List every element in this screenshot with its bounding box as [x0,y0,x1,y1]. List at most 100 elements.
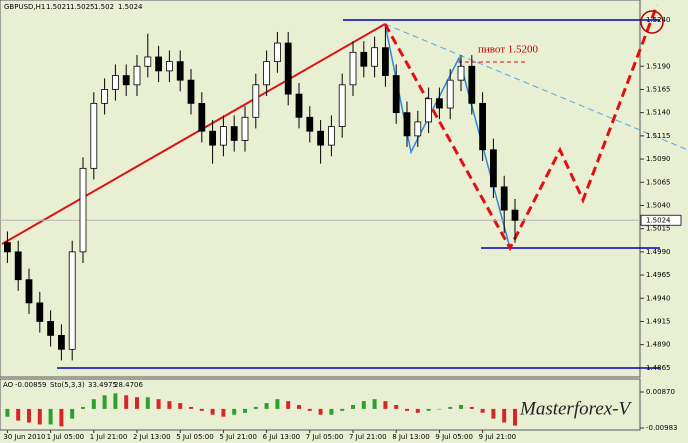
y-tick-label: 1.5090 [646,155,671,163]
candle-body [209,130,217,146]
x-tick-label: 5 Jul 21:00 [219,433,257,441]
ao-bar [81,406,85,409]
trend-line [1,23,386,245]
candle-body [230,126,238,141]
candle-body [263,61,271,86]
y-tick-label: 1.5165 [646,85,671,93]
x-tick-label: 2 Jul 13:00 [133,433,171,441]
x-tick-label: 30 Jun 2010 [3,433,45,441]
y-tick-label: 1.4890 [646,341,671,349]
ao-bar [37,408,42,425]
price-label: 1.5024 [646,216,671,224]
ao-bar [394,405,399,409]
candle-body [273,42,281,63]
ao-bar [253,406,258,409]
ao-bar [221,408,226,417]
ao-bar [297,405,301,409]
candle-body [122,75,130,86]
candle-body [360,51,368,67]
y-tick-label: 1.4965 [646,271,671,279]
candle-body [144,56,152,67]
ao-bar [113,393,118,409]
ao-bar [307,408,312,411]
ao-bar [124,395,129,409]
header-price: 1.502 [94,3,114,11]
candle-body [4,242,11,253]
x-tick-label: 1 Jul 05:00 [47,433,85,441]
candle-body [58,334,65,350]
candle-body [371,47,379,67]
candle-body [306,116,314,132]
x-tick-label: 5 Jul 05:00 [176,433,214,441]
ao-bar [340,408,345,411]
ao-bar [167,401,172,409]
forecast-line [383,4,659,252]
ao-bar [415,408,420,413]
candle-body [479,102,487,151]
candle-body [468,65,476,104]
y-tick-label: 1.4915 [646,317,671,325]
y-tick-label: 1.4940 [646,294,671,302]
candle-body [457,65,465,81]
y-tick-label: 1.5065 [646,178,671,186]
y-tick-label: 1.4865 [646,364,671,372]
candle-body [511,209,519,221]
y2-tick-label: 0.00870 [646,388,675,396]
header-price: 1.5024 [118,3,143,11]
candle-body [101,89,108,104]
ao-bar [5,408,10,417]
candle-body [435,98,443,109]
candle-body [219,126,227,146]
candle-body [349,51,357,86]
ao-bar [135,397,139,409]
x-tick-label: 9 Jul 21:00 [479,433,517,441]
y-tick-label: 1.5140 [646,109,671,117]
candle-body [241,116,249,141]
candle-body [176,61,184,81]
ao-bar [502,408,507,423]
header-price: 1.5021 [46,3,71,11]
ao-bar [210,408,215,415]
candle-body [489,149,497,188]
ao-bar [469,406,474,409]
candle-body [338,84,346,127]
ao-bar [59,408,64,427]
ao-bar [459,405,463,409]
ao-bar [145,397,150,409]
ao-bar [232,408,237,415]
ao-bar [27,408,31,423]
ao-bar [199,408,204,411]
drawings [1,4,688,369]
ao-bar [275,399,280,409]
candle-body [198,102,206,132]
ao-bar [513,408,517,426]
sto-label: Sto(5,3,3) [50,381,85,389]
ao-bar [16,408,21,421]
candle-body [295,93,303,118]
ao-bar [156,399,161,409]
candle-body [68,251,76,350]
sto-value: 33.4975 [88,381,117,389]
ao-bar [329,408,334,415]
ao-bar [383,401,388,409]
x-tick-label: 7 Jul 21:00 [349,433,387,441]
ao-label: AO [3,381,14,389]
ao-bar [48,408,53,425]
target-circle [640,10,664,34]
candle-body [252,84,260,118]
ao-bar [189,406,193,409]
ao-bar [426,408,431,411]
candle-body [155,56,163,72]
y-tick-label: 1.5190 [646,62,671,70]
candle-body [112,75,119,90]
x-tick-label: 9 Jul 05:00 [435,433,473,441]
price-tag [640,214,682,226]
candle-body [381,47,389,76]
ao-bar [351,405,355,409]
ao-bar [448,406,453,409]
symbol: GBPUSD,H1 [4,3,45,11]
ao-bar [405,408,409,411]
candle-body [14,251,22,281]
x-tick-label: 7 Jul 05:00 [306,433,344,441]
